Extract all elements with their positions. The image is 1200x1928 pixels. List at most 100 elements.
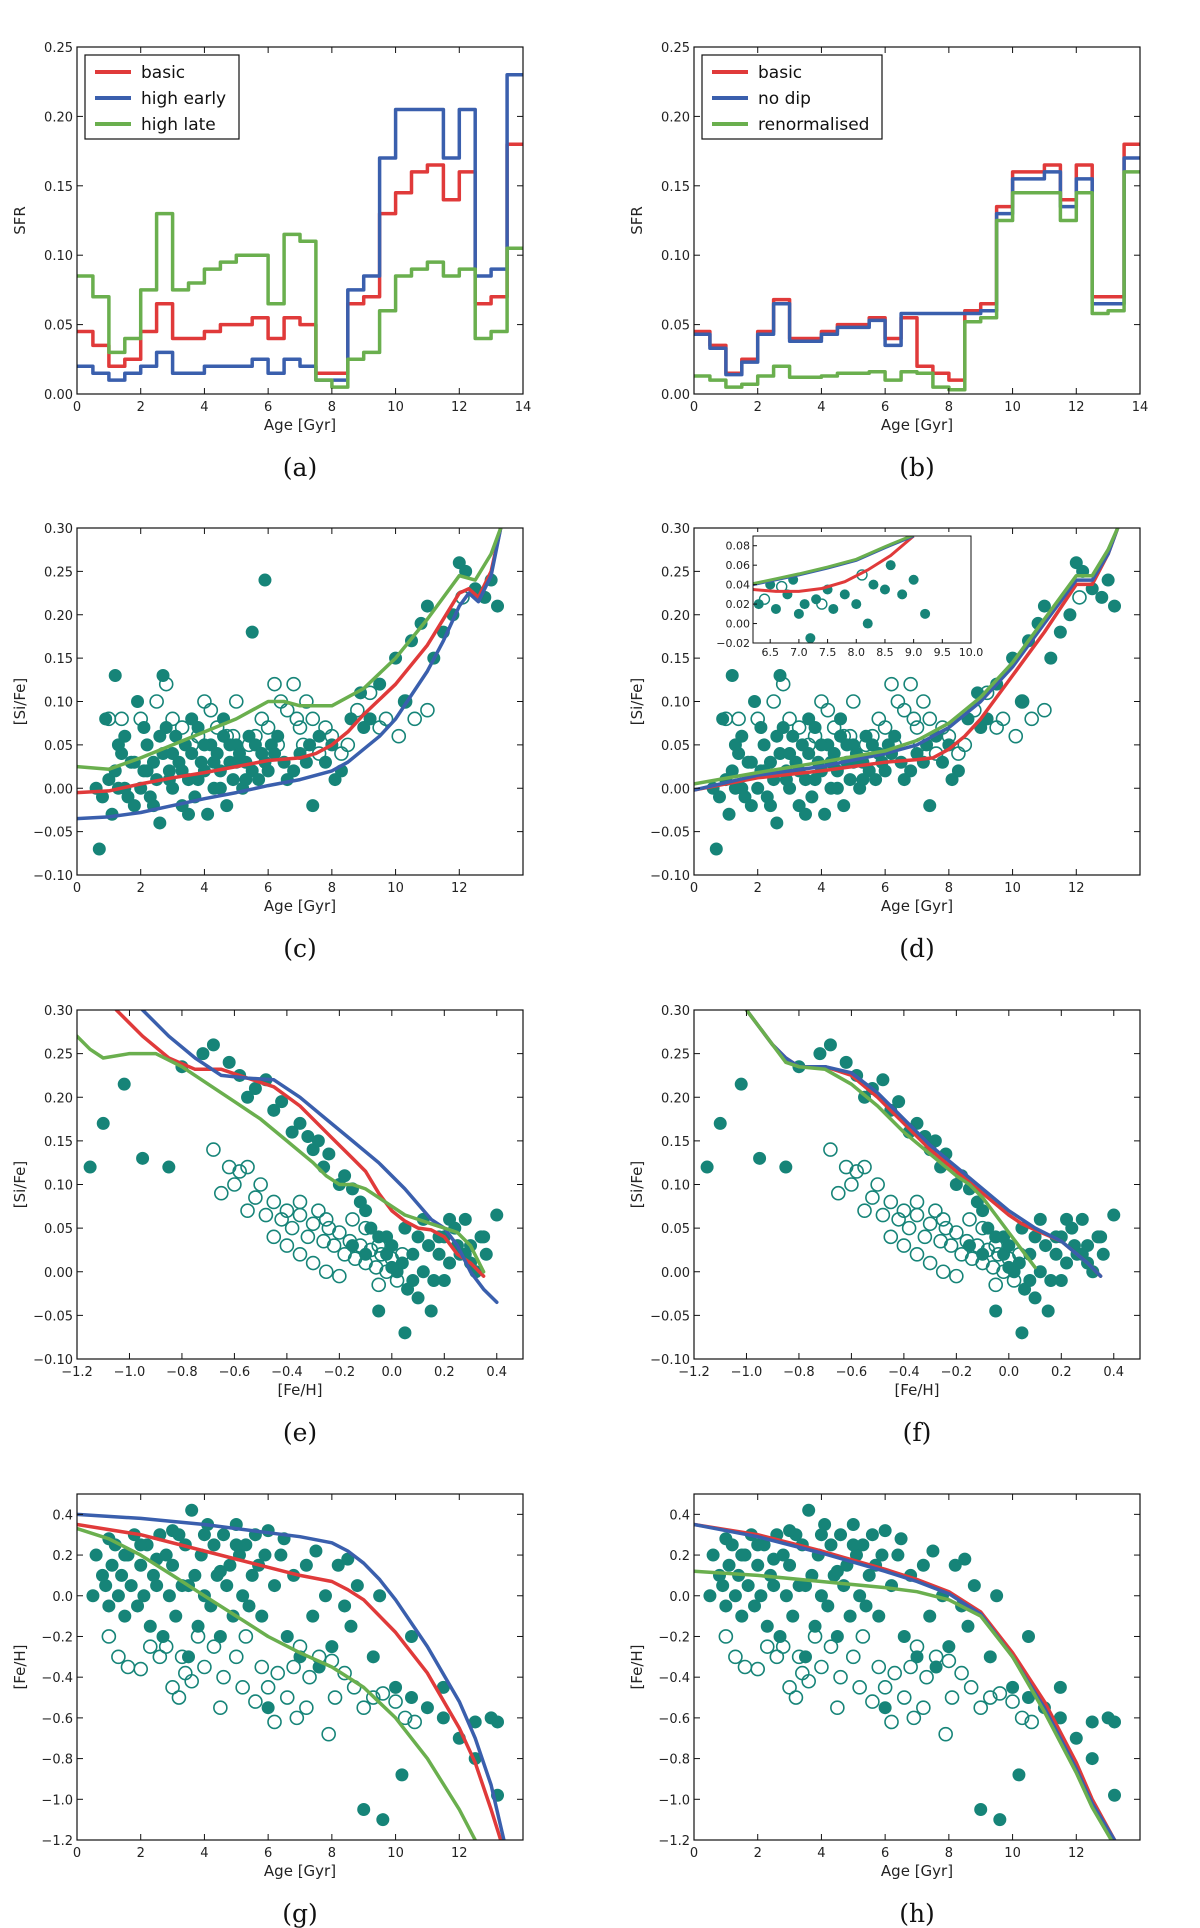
panel-d: 0 2 4 6 8 10 12 −0.10 −0.05 0.00 0.05 0.10 0.15 0.20 0… [628, 522, 1141, 963]
open-point [289, 1710, 305, 1726]
filled-point [753, 599, 764, 610]
filled-point [843, 773, 857, 787]
x-tick-label: 6 [264, 1846, 272, 1861]
series-line-high-late [77, 1526, 477, 1840]
filled-point [258, 1548, 272, 1562]
x-tick-label: 0 [73, 1846, 81, 1861]
panel-a: 0 2 4 6 8 10 12 14 0.00 0.05 0.10 0.15 0.20 0.25 Age [… [11, 41, 531, 482]
filled-point [754, 1589, 768, 1603]
x-tick-label: 2 [754, 400, 762, 415]
filled-point [458, 1212, 472, 1226]
filled-point [436, 1711, 450, 1725]
inset-y-tick-label: 0.02 [726, 598, 751, 611]
filled-point [802, 712, 816, 726]
filled-point [312, 729, 326, 743]
filled-point [280, 1629, 294, 1643]
filled-point [859, 729, 873, 743]
filled-point [1108, 599, 1122, 613]
filled-point [261, 1701, 275, 1715]
filled-point [258, 573, 272, 587]
y-tick-label: 0.20 [44, 1091, 73, 1106]
open-point [337, 1665, 352, 1681]
y-tick-label: 0.15 [661, 652, 690, 667]
open-point [152, 1649, 168, 1665]
filled-point [990, 1589, 1004, 1603]
axes-frame [693, 1493, 1141, 1841]
filled-point [443, 1212, 457, 1226]
open-point [266, 1229, 282, 1245]
filled-point [1033, 1265, 1047, 1279]
filled-point [373, 1589, 387, 1603]
plot-area-a [77, 73, 523, 389]
x-tick-label: 8 [328, 881, 336, 896]
filled-point [728, 738, 742, 752]
filled-point [1028, 1291, 1042, 1305]
y-tick-label: 0.00 [44, 782, 73, 797]
filled-point [1041, 1304, 1055, 1318]
y-tick-label: 0.05 [44, 739, 73, 754]
filled-point [364, 1221, 378, 1235]
open-point [938, 1726, 953, 1742]
filled-point [118, 1548, 132, 1562]
open-point [391, 728, 407, 744]
filled-point [1094, 1230, 1108, 1244]
series-line-high-late [77, 211, 523, 389]
x-tick-label: 6 [264, 881, 272, 896]
filled-point [808, 773, 822, 787]
filled-point [830, 1629, 844, 1643]
open-point [795, 1665, 810, 1681]
y-axis-label: [Si/Fe] [11, 1161, 29, 1208]
inset-background [703, 532, 981, 667]
filled-point [405, 1629, 418, 1643]
filled-point [846, 1518, 860, 1532]
y-tick-label: −1.0 [41, 1793, 73, 1808]
y-axis-label: [Si/Fe] [628, 1161, 646, 1208]
filled-point [293, 1116, 307, 1130]
y-tick-label: 0.0 [52, 1590, 73, 1605]
filled-point [840, 738, 854, 752]
x-tick-label: 2 [754, 881, 762, 896]
x-tick-label: 0 [690, 881, 698, 896]
open-point [830, 1185, 846, 1201]
filled-point [268, 1579, 282, 1593]
filled-point [763, 799, 777, 813]
filled-point [241, 1090, 255, 1104]
filled-point [1054, 1273, 1068, 1287]
filled-point [299, 1558, 313, 1572]
open-point [286, 1659, 301, 1675]
open-point [884, 1714, 899, 1730]
open-point [292, 1207, 308, 1223]
open-point [870, 1177, 885, 1192]
axes-frame [76, 46, 524, 395]
filled-point [823, 1038, 837, 1052]
y-axis-label: [Fe/H] [11, 1644, 29, 1689]
filled-point [169, 1609, 183, 1623]
y-axis-label: [Si/Fe] [628, 678, 646, 725]
y-tick-label: −0.8 [41, 1753, 73, 1768]
inset-x-tick-label: 10.0 [959, 646, 984, 659]
series-line-no-dip [694, 528, 1120, 792]
open-point [1024, 1714, 1039, 1730]
open-point [332, 1225, 347, 1240]
filled-point [830, 1564, 844, 1578]
filled-point [344, 1619, 358, 1633]
filled-point [338, 1599, 352, 1613]
open-point [318, 1212, 334, 1227]
open-point [286, 676, 301, 692]
open-point [238, 1629, 254, 1644]
panel-g: 0 2 4 6 8 10 12 −1.2 −1.0 −0.8 −0.6 −0.4 −0.2 0.0 0.2 0… [11, 1493, 524, 1928]
filled-point [824, 1538, 838, 1552]
open-point [292, 1194, 308, 1210]
filled-point [865, 738, 879, 752]
x-tick-label: −0.2 [941, 1365, 973, 1380]
y-tick-label: 0.00 [661, 1266, 690, 1281]
filled-point [776, 721, 790, 735]
open-point [731, 711, 746, 727]
inset-x-tick-label: 9.5 [934, 646, 952, 659]
filled-point [712, 790, 726, 804]
filled-point [1096, 1247, 1110, 1261]
open-point [963, 1680, 979, 1695]
y-tick-label: 0.05 [661, 319, 690, 334]
open-point [216, 1669, 231, 1685]
x-tick-label: 4 [817, 1846, 825, 1861]
